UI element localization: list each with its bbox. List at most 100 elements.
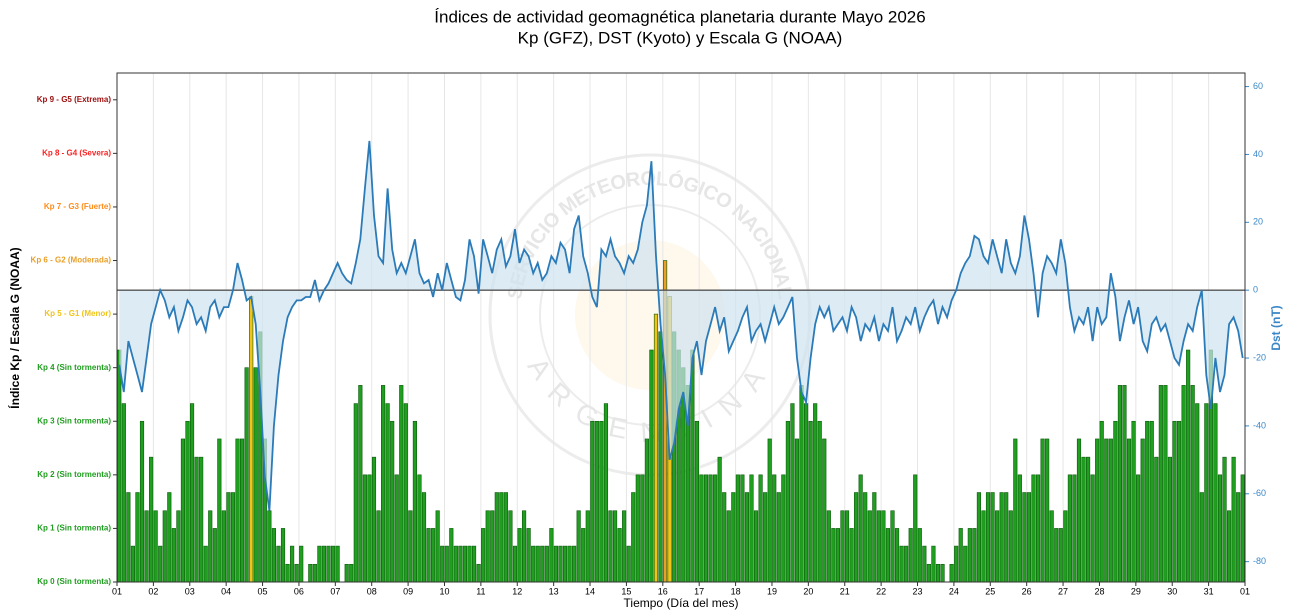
- kp-bar: [1136, 474, 1141, 583]
- kp-bar: [1145, 420, 1150, 583]
- kp-bar: [1131, 420, 1136, 583]
- kp-bar: [180, 438, 186, 583]
- x-tick-label: 10: [439, 586, 449, 596]
- kp-bar: [885, 528, 891, 583]
- kp-bar: [335, 545, 340, 583]
- kp-bar: [972, 528, 977, 583]
- kp-bar: [253, 367, 258, 583]
- x-tick-label: 28: [1094, 586, 1104, 596]
- kp-bar: [699, 474, 704, 583]
- kp-bar: [371, 456, 377, 583]
- kp-bar: [858, 474, 863, 583]
- x-tick-label: 11: [476, 586, 485, 596]
- kp-bar: [240, 438, 245, 583]
- kp-bar: [599, 420, 604, 583]
- y2-tick-label: -20: [1253, 352, 1266, 362]
- kp-bar: [1195, 403, 1200, 583]
- kp-bar: [1227, 510, 1232, 583]
- x-tick-label: 20: [803, 586, 813, 596]
- kp-bar: [381, 385, 386, 583]
- kp-bar: [290, 545, 295, 583]
- y2-tick-label: 20: [1253, 217, 1263, 227]
- kp-bar: [308, 564, 313, 583]
- kp-bar: [1122, 385, 1127, 583]
- kp-bar: [1117, 385, 1122, 583]
- kp-bar: [617, 528, 622, 583]
- kp-bar: [1217, 474, 1223, 583]
- kp-bar: [230, 492, 236, 583]
- kp-bar: [476, 564, 481, 583]
- kp-bar: [208, 510, 213, 583]
- plot-frame: [116, 72, 1246, 583]
- x-tick-label: 22: [876, 586, 886, 596]
- kp-bar: [522, 510, 527, 583]
- kp-bar: [1204, 403, 1209, 583]
- kp-bar: [640, 474, 645, 583]
- kp-bar: [776, 492, 781, 583]
- kp-bar: [576, 510, 581, 583]
- y-tick-label: Kp 1 (Sin tormenta): [37, 524, 111, 533]
- kp-bar: [935, 564, 941, 583]
- kp-bar: [212, 528, 217, 583]
- kp-bar: [1031, 474, 1036, 583]
- x-tick-label: 19: [767, 586, 777, 596]
- kp-bar: [217, 438, 222, 583]
- x-tick-label: 12: [512, 586, 522, 596]
- kp-bar: [326, 545, 331, 583]
- kp-bar: [1035, 474, 1041, 583]
- kp-bar: [503, 492, 508, 583]
- kp-bar: [1140, 438, 1145, 583]
- x-tick-label: 02: [148, 586, 158, 596]
- kp-bar: [399, 385, 404, 583]
- x-tick-label: 01: [1240, 586, 1250, 596]
- kp-bar: [330, 545, 336, 583]
- x-tick-label: 03: [185, 586, 195, 596]
- kp-bar: [644, 438, 649, 583]
- kp-bar: [362, 474, 367, 583]
- kp-bar: [421, 492, 427, 583]
- kp-bar: [872, 492, 877, 583]
- kp-bar: [403, 403, 408, 583]
- kp-bar: [1163, 385, 1168, 583]
- y2-tick-label: 0: [1253, 285, 1258, 295]
- kp-bar: [1213, 403, 1218, 583]
- x-tick-label: 21: [840, 586, 850, 596]
- kp-bar: [280, 528, 286, 583]
- y-tick-label: Kp 5 - G1 (Menor): [44, 309, 111, 318]
- kp-bar: [1167, 456, 1173, 583]
- kp-bar: [1126, 438, 1132, 583]
- kp-bar: [1222, 456, 1227, 583]
- kp-bar: [349, 564, 354, 583]
- kp-bar: [1072, 474, 1077, 583]
- kp-bar: [453, 545, 458, 583]
- kp-bar: [353, 403, 358, 583]
- kp-bar: [267, 510, 272, 583]
- kp-bar: [1086, 456, 1091, 583]
- kp-bar: [1022, 492, 1027, 583]
- kp-bar: [995, 510, 1000, 583]
- kp-bar: [440, 545, 445, 583]
- kp-bar: [517, 528, 522, 583]
- kp-bar: [1063, 510, 1068, 583]
- kp-bar: [931, 545, 936, 583]
- x-tick-label: 23: [913, 586, 923, 596]
- kp-bar: [1176, 420, 1182, 583]
- kp-bar: [626, 545, 631, 583]
- kp-bar: [926, 564, 931, 583]
- kp-bar: [799, 385, 804, 583]
- kp-bar: [631, 492, 636, 583]
- kp-bar: [117, 349, 122, 583]
- kp-bar: [444, 545, 449, 583]
- kp-bar: [194, 456, 199, 583]
- kp-bar: [558, 545, 563, 583]
- kp-bar: [540, 545, 545, 583]
- kp-bar: [135, 492, 140, 583]
- kp-bar: [917, 528, 922, 583]
- kp-bar: [740, 474, 745, 583]
- kp-bar: [535, 545, 540, 583]
- kp-bar: [171, 528, 176, 583]
- kp-bar: [767, 438, 772, 583]
- y-tick-label: Kp 3 (Sin tormenta): [37, 416, 111, 425]
- kp-bar: [876, 510, 881, 583]
